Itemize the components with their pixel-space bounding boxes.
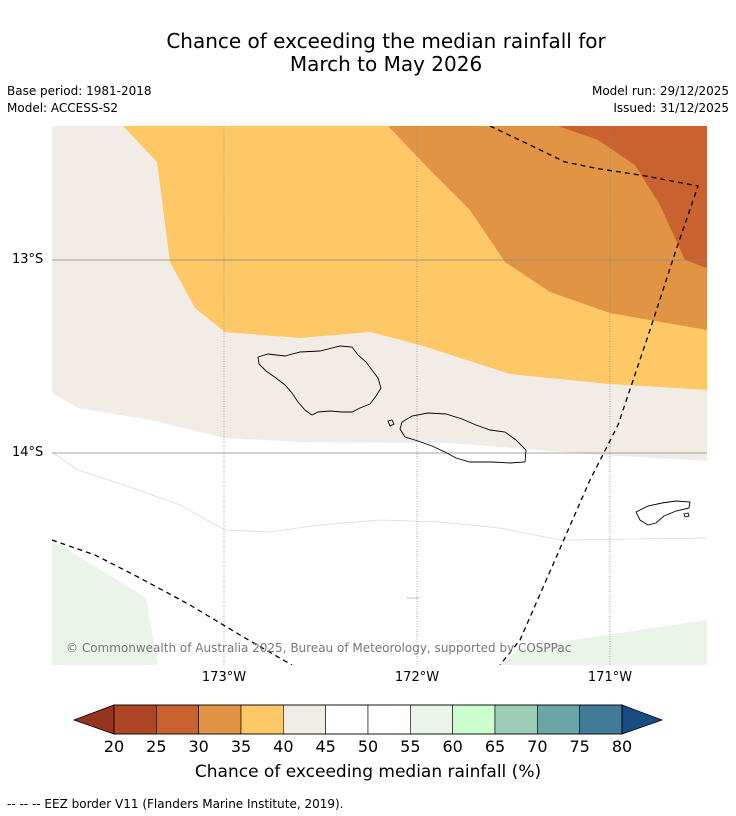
colorbar-tick-75: 75	[569, 737, 590, 756]
coastlines	[257, 345, 691, 599]
colorbar-tick-60: 60	[442, 737, 463, 756]
colorbar-segment-65-70	[494, 704, 538, 735]
issued-text: Issued: 31/12/2025	[613, 101, 729, 115]
savaii-island	[257, 345, 382, 416]
colorbar-tick-65: 65	[484, 737, 506, 756]
colorbar-tick-55: 55	[400, 737, 421, 756]
title-line-1: Chance of exceeding the median rainfall …	[166, 29, 606, 53]
colorbar-segment-60-65	[452, 704, 496, 735]
colorbar-tick-50: 50	[357, 737, 379, 756]
base-period-text: Base period: 1981-2018	[7, 84, 152, 98]
colorbar-segment-55-60	[410, 704, 453, 735]
map-layers	[52, 126, 707, 665]
eez-line-east	[489, 126, 699, 665]
model-text: Model: ACCESS-S2	[7, 101, 119, 115]
colorbar-tick-45: 45	[315, 737, 336, 756]
map-title: Chance of exceeding the median rainfall …	[0, 30, 736, 76]
colorbar-tick-40: 40	[273, 737, 294, 756]
upolu-island	[399, 412, 527, 464]
colorbar-segment-70-75	[537, 704, 580, 735]
title-line-2: March to May 2026	[289, 52, 483, 76]
eez-line-west	[52, 539, 293, 665]
meta-left: Base period: 1981-2018 Model: ACCESS-S2	[7, 83, 152, 117]
gridlines	[52, 126, 707, 665]
zone-25-30	[558, 126, 707, 268]
lon-label-171w: 171°W	[587, 670, 633, 685]
colorbar-extend-high	[621, 704, 664, 735]
colorbar-title: Chance of exceeding median rainfall (%)	[194, 762, 542, 782]
colorbar-tick-35: 35	[230, 737, 252, 756]
manono-islet	[387, 419, 395, 427]
colorbar-extend-low	[72, 704, 115, 735]
lat-label-14s: 14°S	[12, 445, 44, 460]
meta-right: Model run: 29/12/2025 Issued: 31/12/2025	[592, 83, 729, 117]
colorbar-segment-25-30	[156, 704, 199, 735]
colorbar-segment-35-40	[240, 704, 284, 735]
colorbar	[72, 704, 664, 735]
aunuu-islet	[683, 512, 690, 518]
lat-label-13s: 13°S	[12, 252, 44, 267]
colorbar-segment-45-50	[325, 704, 369, 735]
colorbar-segment-40-45	[283, 704, 326, 735]
colorbar-segment-75-80	[579, 704, 623, 735]
colorbar-segment-20-25	[113, 704, 157, 735]
colorbar-tick-80: 80	[611, 737, 633, 756]
tutuila-island	[635, 500, 691, 526]
colorbar-tick-70: 70	[527, 737, 548, 756]
colorbar-segment-50-55	[367, 704, 411, 735]
colorbar-tick-20: 20	[103, 737, 125, 756]
eez-borders	[52, 126, 699, 665]
lon-label-173w: 173°W	[201, 670, 247, 685]
colorbar-outline	[113, 704, 623, 735]
colorbar-tick-30: 30	[188, 737, 209, 756]
colorbar-segment-30-35	[198, 704, 242, 735]
eez-legend-note: -- -- -- EEZ border V11 (Flanders Marine…	[7, 797, 344, 811]
zone-55-60-west	[52, 540, 158, 665]
contour-line-45	[52, 451, 707, 541]
colorbar-tick-25: 25	[146, 737, 167, 756]
lon-label-172w: 172°W	[394, 670, 440, 685]
zone-30-35	[388, 126, 707, 330]
model-run-text: Model run: 29/12/2025	[591, 84, 729, 98]
copyright-text: © Commonwealth of Australia 2025, Bureau…	[66, 641, 572, 655]
zone-55-60-east	[500, 620, 707, 665]
